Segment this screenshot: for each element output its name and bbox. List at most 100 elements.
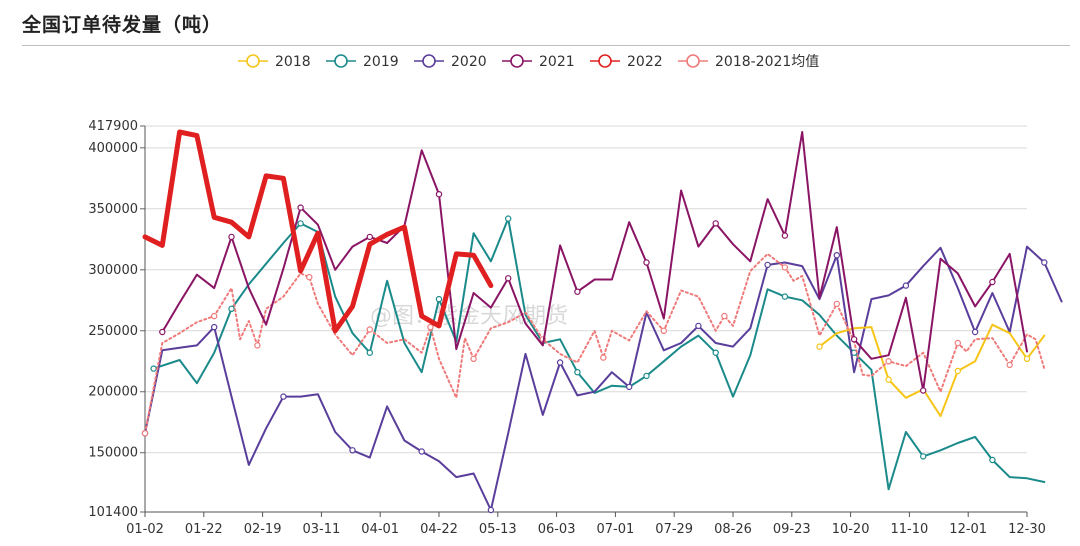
legend[interactable]: 2018 2019 2020 2021 2022 2018-2021均值	[238, 54, 819, 70]
legend-item-2021[interactable]: 2021	[502, 54, 575, 70]
x-tick-label: 12-01	[949, 522, 987, 537]
legend-label: 2018	[275, 54, 311, 70]
y-tick-label: 300000	[88, 263, 138, 278]
data-point	[228, 233, 235, 241]
data-point	[626, 383, 633, 391]
data-point	[989, 456, 996, 464]
x-tick-label: 07-01	[597, 522, 635, 537]
data-point	[435, 295, 443, 303]
data-point	[574, 288, 581, 295]
series-line-2021	[161, 131, 1028, 392]
data-point	[280, 393, 287, 400]
data-point	[1006, 361, 1013, 369]
data-point	[418, 448, 425, 455]
y-axis: 101400 150000 200000 250000 300000 350000 4000…	[88, 119, 146, 520]
x-axis: 01-02 01-22 02-19 03-11 04-01 04-22 05-13 06-03…	[126, 511, 1046, 537]
data-point	[505, 275, 512, 282]
data-point	[556, 359, 564, 366]
legend-label: 2019	[363, 54, 399, 70]
legend-label: 2020	[451, 54, 487, 70]
x-tick-label: 01-02	[126, 522, 164, 537]
y-tick-label: 400000	[88, 141, 138, 156]
data-point	[141, 430, 149, 437]
data-point	[505, 215, 512, 222]
x-tick-label: 09-23	[773, 522, 811, 537]
data-point	[833, 251, 841, 259]
data-point	[643, 259, 650, 266]
data-point	[833, 300, 841, 308]
x-tick-label: 01-22	[185, 522, 223, 537]
legend-swatch-marker	[598, 54, 612, 68]
header: 全国订单待发量（吨）	[0, 0, 1080, 46]
legend-item-2019[interactable]: 2019	[326, 54, 399, 70]
legend-swatch-marker	[422, 54, 436, 68]
data-point	[781, 232, 789, 239]
legend-item-2018-2021均值[interactable]: 2018-2021均值	[678, 54, 819, 70]
x-tick-label: 12-30	[1008, 522, 1046, 537]
title-divider	[22, 45, 1070, 46]
data-point	[435, 190, 443, 198]
data-point	[470, 355, 477, 362]
data-point	[487, 506, 495, 514]
legend-item-2022[interactable]: 2022	[590, 54, 663, 70]
x-tick-label: 07-29	[655, 522, 693, 537]
y-tick-label: 250000	[88, 324, 138, 339]
series-line-2019	[152, 217, 1046, 491]
legend-item-2018[interactable]: 2018	[238, 54, 311, 70]
y-tick-label: 200000	[88, 385, 138, 400]
data-point	[210, 312, 218, 320]
x-tick-label: 02-19	[244, 522, 282, 537]
grid-lines	[145, 125, 1027, 513]
data-point	[254, 342, 261, 349]
data-point	[764, 261, 771, 269]
data-point	[695, 322, 702, 330]
series-line-2022	[142, 129, 494, 334]
x-tick-label: 04-01	[361, 522, 399, 537]
legend-label: 2021	[539, 54, 575, 70]
data-point	[349, 447, 356, 454]
data-point	[297, 204, 304, 211]
data-point	[816, 343, 823, 350]
data-point	[306, 273, 313, 281]
y-tick-label: 101400	[88, 505, 138, 520]
data-point	[1023, 355, 1031, 362]
data-point	[600, 354, 607, 361]
data-point	[366, 326, 373, 333]
data-point	[989, 278, 996, 286]
data-point	[885, 358, 892, 365]
data-point	[297, 220, 304, 227]
data-point	[920, 387, 927, 394]
x-tick-label: 08-26	[714, 522, 752, 537]
data-point	[660, 327, 668, 334]
x-tick-label: 10-20	[832, 522, 870, 537]
x-tick-label: 11-10	[891, 522, 929, 537]
series-line-2018	[818, 323, 1046, 418]
data-point	[159, 328, 166, 336]
legend-label: 2022	[627, 54, 663, 70]
data-point	[643, 372, 650, 380]
data-point	[228, 305, 235, 312]
legend-label: 2018-2021均值	[715, 54, 819, 70]
legend-swatch-marker	[246, 54, 260, 68]
data-point	[954, 367, 962, 375]
data-point	[712, 349, 719, 356]
data-point	[574, 369, 581, 376]
data-point	[971, 328, 979, 336]
legend-swatch-marker	[686, 54, 700, 68]
data-point	[712, 220, 719, 227]
series-layer	[141, 129, 1063, 514]
data-point	[920, 453, 927, 460]
y-tick-label: 417900	[88, 119, 138, 134]
data-point	[366, 233, 373, 241]
data-point	[781, 264, 789, 271]
x-tick-label: 03-11	[303, 522, 341, 537]
series-line-2018-2021均值	[144, 252, 1046, 435]
data-point	[781, 293, 789, 300]
data-point	[902, 282, 910, 289]
legend-item-2020[interactable]: 2020	[414, 54, 487, 70]
data-point	[210, 323, 218, 331]
data-point	[366, 349, 373, 356]
series-line-2020	[144, 245, 1063, 511]
data-point	[721, 312, 728, 320]
page-title: 全国订单待发量（吨）	[22, 14, 223, 36]
